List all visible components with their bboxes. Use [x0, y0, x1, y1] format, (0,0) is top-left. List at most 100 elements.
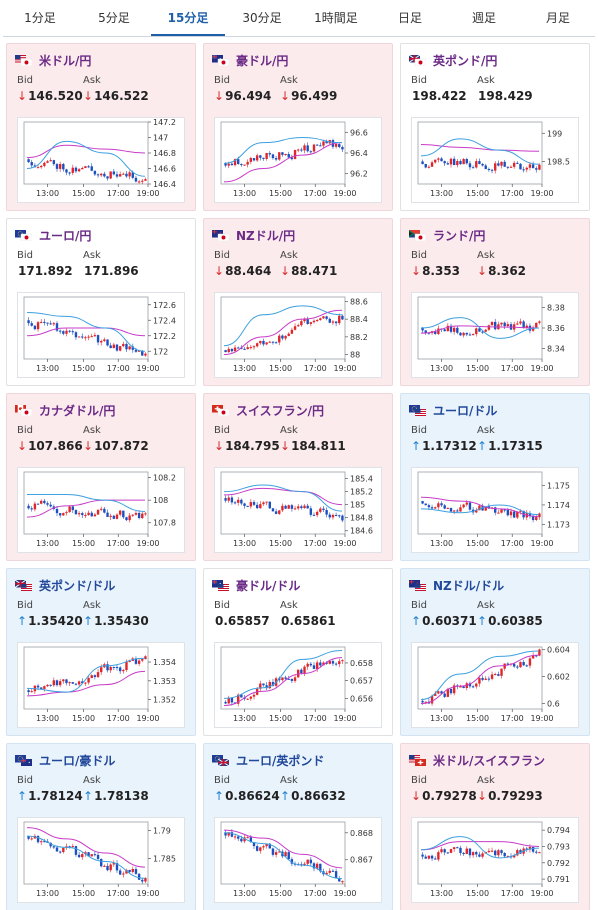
pair-name[interactable]: NZドル/円	[236, 228, 296, 243]
candle-body	[243, 164, 246, 166]
candle-body	[233, 836, 237, 838]
pair-name[interactable]: ユーロ/円	[39, 228, 92, 243]
currency-card-ca-jp[interactable]: カナダドル/円 Bid Ask ↓107.866 ↓107.872 108.2 1…	[6, 393, 196, 561]
price-chart[interactable]: 1.175 1.174 1.173 13:00 15:00 17:00 19:00	[411, 467, 579, 553]
currency-card-au-jp[interactable]: 豪ドル/円 Bid Ask ↓96.494 ↓96.499 96.6 96.4 96…	[203, 43, 393, 211]
ma-short-line	[223, 650, 343, 699]
flag-icon	[409, 579, 426, 591]
x-tick-label: 15:00	[466, 889, 489, 898]
currency-card-eu-gb[interactable]: ユーロ/英ポンド Bid Ask ↑0.86624 ↑0.86632 0.868…	[203, 743, 393, 910]
candle-body	[462, 332, 465, 336]
candle-body	[271, 508, 275, 512]
tab-0[interactable]: 1分足	[24, 11, 56, 25]
pair-name[interactable]: ユーロ/豪ドル	[39, 753, 116, 768]
candle-body	[87, 336, 90, 338]
pair-name[interactable]: ユーロ/ドル	[433, 403, 498, 418]
ma-short-line	[420, 138, 540, 165]
candle-body	[90, 512, 93, 517]
pair-name[interactable]: 豪ドル/ドル	[236, 578, 301, 593]
price-chart[interactable]: 0.604 0.602 0.6 13:00 15:00 17:00 19:00	[411, 642, 579, 728]
y-tick-label: 0.867	[350, 856, 373, 865]
candle-body	[233, 502, 237, 504]
tab-1[interactable]: 5分足	[98, 11, 130, 25]
bid-price: ↓88.464	[214, 264, 271, 278]
tab-2[interactable]: 15分足	[151, 3, 225, 36]
pair-name[interactable]: NZドル/ドル	[433, 578, 505, 593]
candle-body	[497, 674, 500, 676]
price-chart[interactable]: 147.2 147 146.8 146.6 146.4 13:00 15:00 17:00 19…	[17, 117, 185, 203]
price-chart[interactable]: 0.658 0.657 0.656 13:00 15:00 17:00 19:00	[214, 642, 382, 728]
price-chart[interactable]: 1.79 1.785 13:00 15:00 17:00 19:00	[17, 817, 185, 903]
currency-card-au-us[interactable]: 豪ドル/ドル Bid Ask 0.65857 0.65861 0.658 0.65…	[203, 568, 393, 736]
candle-body	[134, 177, 138, 182]
pair-name[interactable]: カナダドル/円	[39, 403, 116, 418]
ask-value: 198.429	[478, 89, 533, 103]
currency-card-za-jp[interactable]: ランド/円 Bid Ask ↓8.353 ↓8.362 8.38 8.36 8.34…	[400, 218, 590, 386]
ask-value: 184.811	[291, 439, 346, 453]
flag-icon	[212, 579, 229, 591]
pair-name[interactable]: 米ドル/円	[39, 53, 92, 68]
currency-card-eu-jp[interactable]: ユーロ/円 Bid Ask 171.892 171.896 172.6 172.4…	[6, 218, 196, 386]
currency-card-nz-us[interactable]: NZドル/ドル Bid Ask ↑0.60371 ↑0.60385 0.604 0…	[400, 568, 590, 736]
candle-body	[462, 159, 465, 165]
bid-label: Bid	[411, 250, 427, 261]
candle-body	[49, 842, 52, 847]
candle-body	[535, 655, 538, 657]
pair-name[interactable]: ユーロ/英ポンド	[236, 753, 325, 768]
pair-name[interactable]: 英ポンド/ドル	[39, 578, 116, 593]
ma-short-line	[26, 657, 146, 693]
candle-body	[100, 508, 103, 510]
currency-card-nz-jp[interactable]: NZドル/円 Bid Ask ↓88.464 ↓88.471 88.6 88.4 8…	[203, 218, 393, 386]
ask-value: 0.60385	[488, 614, 543, 628]
ask-label: Ask	[477, 775, 495, 786]
candle-body	[525, 167, 528, 170]
ask-value: 1.35430	[94, 614, 149, 628]
candle-body	[259, 504, 262, 509]
tab-4[interactable]: 1時間足	[314, 11, 358, 25]
ma-short-line	[420, 317, 540, 339]
x-tick-label: 15:00	[269, 364, 292, 373]
tab-6[interactable]: 週足	[471, 11, 496, 25]
price-chart[interactable]: 0.794 0.793 0.792 0.791 13:00 15:00 17:00 19:00	[411, 817, 579, 903]
price-chart[interactable]: 96.6 96.4 96.2 13:00 15:00 17:00 19:00	[214, 117, 382, 203]
candle-body	[437, 158, 440, 160]
currency-card-eu-au[interactable]: ユーロ/豪ドル Bid Ask ↑1.78124 ↑1.78138 1.79 1.…	[6, 743, 196, 910]
candle-body	[144, 656, 147, 660]
pair-name[interactable]: 豪ドル/円	[236, 53, 289, 68]
currency-card-us-jp[interactable]: 米ドル/円 Bid Ask ↓146.520 ↓146.522 147.2 147…	[6, 43, 196, 211]
currency-card-gb-us[interactable]: 英ポンド/ドル Bid Ask ↑1.35420 ↑1.35430 1.354 1…	[6, 568, 196, 736]
price-chart[interactable]: 185.4 185.2 185 184.8 184.6 13:00 15:00 17:00 19…	[214, 467, 382, 553]
candle-body	[43, 500, 46, 504]
bid-arrow-icon: ↑	[214, 789, 225, 803]
candle-body	[284, 505, 287, 509]
candle-body	[230, 163, 234, 166]
ask-label: Ask	[83, 425, 101, 436]
flag-icon	[409, 754, 426, 766]
price-chart[interactable]: 199 198.5 13:00 15:00 17:00 19:00	[411, 117, 579, 203]
price-chart[interactable]: 0.868 0.867 13:00 15:00 17:00 19:00	[214, 817, 382, 903]
currency-card-us-ch[interactable]: 米ドル/スイスフラン Bid Ask ↓0.79278 ↓0.79293 0.7…	[400, 743, 590, 910]
price-chart[interactable]: 8.38 8.36 8.34 13:00 15:00 17:00 19:00	[411, 292, 579, 378]
candle-body	[71, 682, 74, 684]
tab-3[interactable]: 30分足	[242, 11, 282, 25]
pair-name[interactable]: ランド/円	[433, 228, 486, 243]
pair-name[interactable]: 米ドル/スイスフラン	[433, 753, 546, 768]
currency-card-gb-jp[interactable]: 英ポンド/円 Bid Ask 198.422 198.429 199 198.5 1…	[400, 43, 590, 211]
price-chart[interactable]: 172.6 172.4 172.2 172 13:00 15:00 17:00 19:00	[17, 292, 185, 378]
currency-card-eu-us[interactable]: ユーロ/ドル Bid Ask ↑1.17312 ↑1.17315 1.175 1.…	[400, 393, 590, 561]
card-header: NZドル/ドル	[409, 577, 504, 593]
price-chart[interactable]: 108.2 108 107.8 13:00 15:00 17:00 19:00	[17, 467, 185, 553]
price-chart[interactable]: 1.354 1.353 1.352 13:00 15:00 17:00 19:00	[17, 642, 185, 728]
candle-body	[512, 511, 516, 518]
candle-body	[325, 872, 328, 875]
price-chart[interactable]: 88.6 88.4 88.2 88 13:00 15:00 17:00 19:00	[214, 292, 382, 378]
tab-5[interactable]: 日足	[397, 11, 422, 25]
candle-body	[452, 510, 456, 512]
candle-body	[331, 870, 335, 872]
pair-name[interactable]: スイスフラン/円	[236, 403, 325, 418]
currency-card-ch-jp[interactable]: スイスフラン/円 Bid Ask ↓184.795 ↓184.811 185.4…	[203, 393, 393, 561]
candle-body	[87, 678, 90, 683]
pair-name[interactable]: 英ポンド/円	[433, 53, 498, 68]
candle-body	[319, 662, 322, 666]
tab-7[interactable]: 月足	[545, 11, 570, 25]
